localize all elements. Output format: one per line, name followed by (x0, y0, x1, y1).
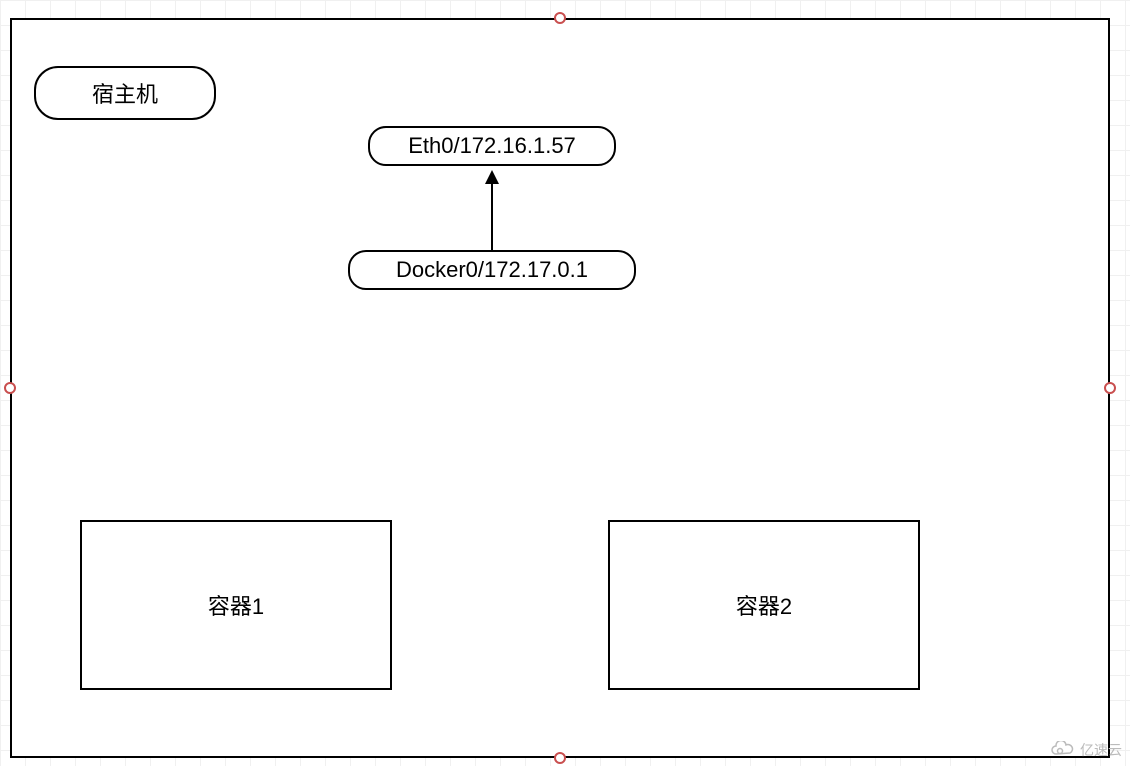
selection-handle[interactable] (1104, 382, 1116, 394)
container1-label: 容器1 (208, 589, 264, 621)
selection-handle[interactable] (554, 752, 566, 764)
watermark-text: 亿速云 (1080, 740, 1122, 760)
selection-handle[interactable] (4, 382, 16, 394)
container1-node: 容器1 (80, 520, 392, 690)
container2-node: 容器2 (608, 520, 920, 690)
arrow-docker0-to-eth0 (478, 156, 506, 264)
host-label-text: 宿主机 (92, 77, 158, 109)
selection-handle[interactable] (554, 12, 566, 24)
watermark: 亿速云 (1050, 740, 1122, 760)
cloud-icon (1050, 741, 1076, 759)
host-label-box: 宿主机 (34, 66, 216, 120)
container2-label: 容器2 (736, 589, 792, 621)
